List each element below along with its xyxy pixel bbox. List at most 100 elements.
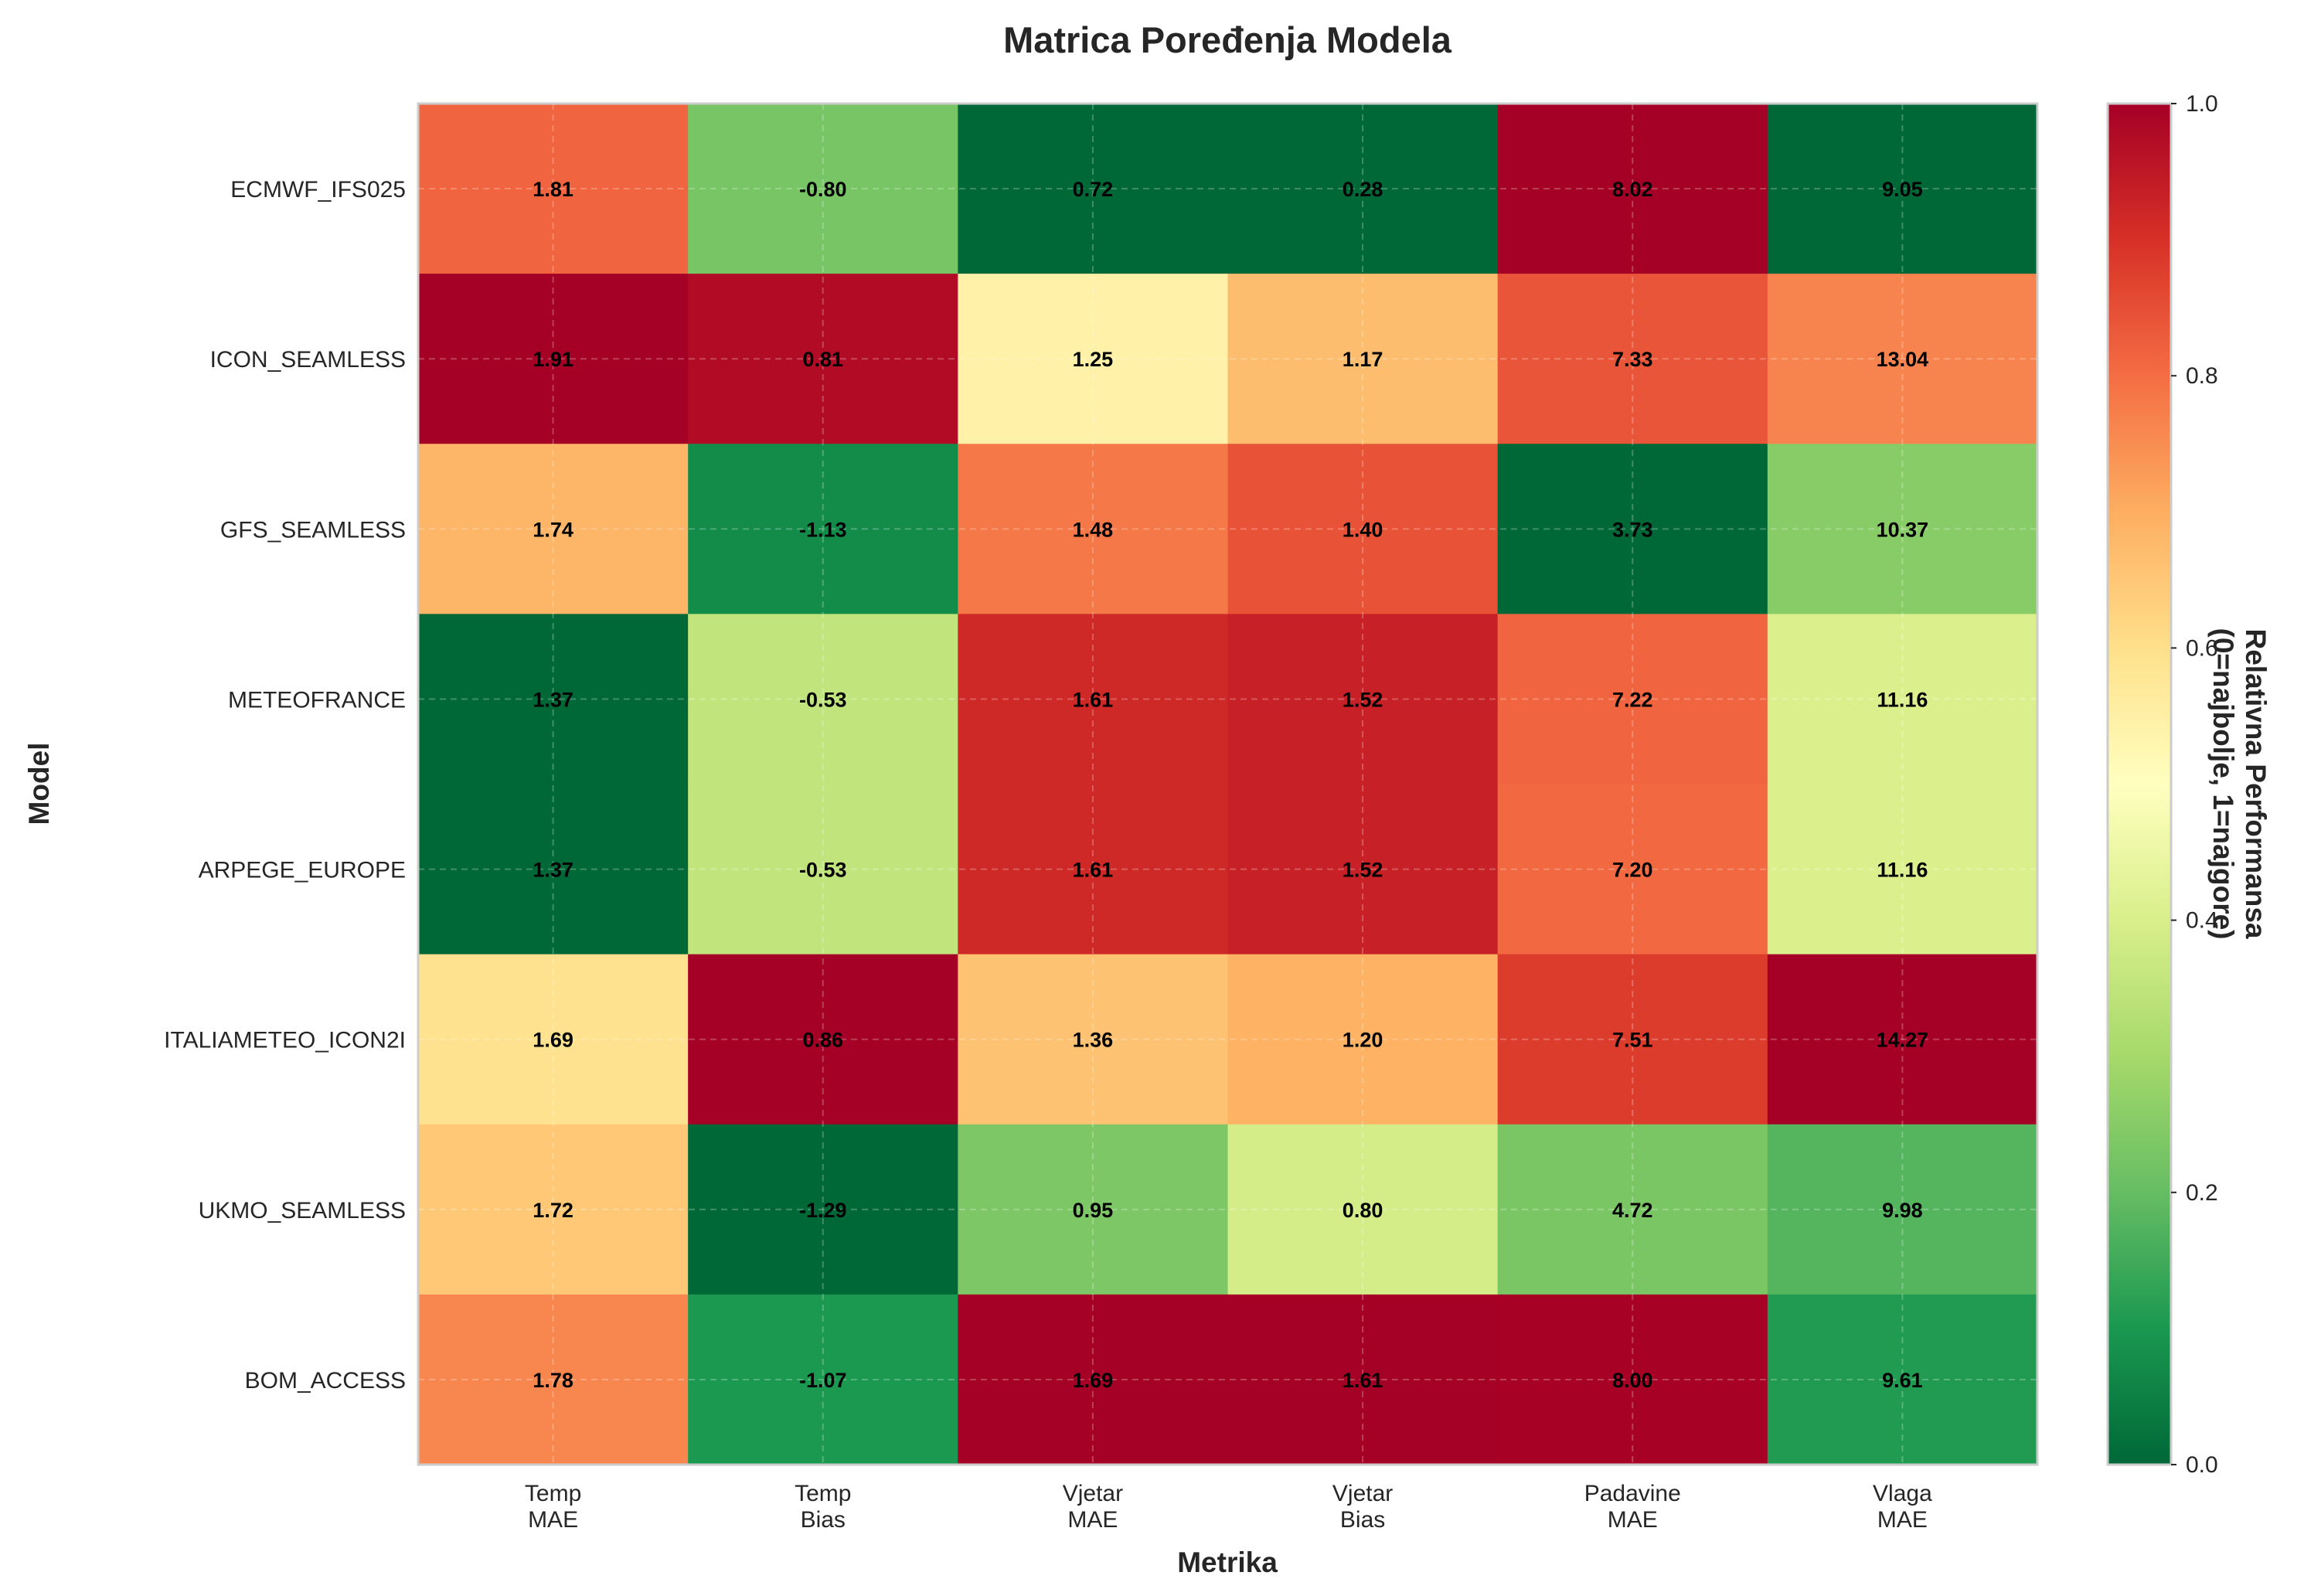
cell-value-label: 1.52 — [1343, 688, 1383, 711]
x-tick-label-line: MAE — [1067, 1507, 1118, 1533]
cell-value-label: 1.37 — [533, 688, 573, 711]
y-axis-label: Model — [23, 743, 55, 825]
heatmap-cells — [418, 104, 2038, 1465]
heatmap-cell — [1767, 954, 2038, 1125]
cell-value-label: 1.91 — [533, 348, 573, 371]
cell-value-label: 14.27 — [1877, 1029, 1929, 1052]
heatmap-cell — [958, 614, 1228, 784]
colorbar — [2106, 102, 2173, 1466]
heatmap-cell — [1227, 274, 1499, 444]
cell-value-label: 1.17 — [1343, 348, 1383, 371]
heatmap-cell — [688, 274, 958, 444]
x-tick-label-line: Vlaga — [1873, 1481, 1932, 1506]
y-tick-label: ITALIAMETEO_ICON2I — [164, 1028, 406, 1053]
cell-value-label: 3.73 — [1612, 518, 1653, 541]
cell-value-label: -0.80 — [799, 178, 847, 201]
heatmap-cell — [1767, 1294, 2038, 1465]
cell-value-label: 1.25 — [1073, 348, 1114, 371]
heatmap-cell — [1227, 614, 1499, 784]
x-tick-label-line: Vjetar — [1063, 1481, 1123, 1506]
y-tick-label: ARPEGE_EUROPE — [199, 858, 406, 883]
colorbar-tick-label: 0.4 — [2186, 908, 2218, 934]
colorbar-tick-label: 0.0 — [2186, 1452, 2218, 1478]
heatmap-cell — [1497, 444, 1768, 614]
cell-value-label: 1.72 — [533, 1199, 573, 1222]
colorbar-label-line: (0=najbolje, 1=najgore) — [2207, 628, 2239, 939]
heatmap-cell — [958, 1124, 1228, 1295]
heatmap-cell — [1497, 274, 1768, 444]
x-tick-label: Temp MAE — [525, 1481, 581, 1533]
cell-value-label: 0.86 — [802, 1029, 843, 1052]
heatmap-cell — [418, 784, 689, 955]
colorbar-tick-label: 0.8 — [2186, 363, 2218, 389]
colorbar-label-text: Relativna Performansa(0=najbolje, 1=najg… — [2207, 628, 2272, 939]
cell-value-label: 7.22 — [1612, 688, 1653, 711]
cell-value-label: 9.61 — [1882, 1369, 1923, 1392]
heatmap-cell — [958, 104, 1228, 274]
x-tick-label-line: Temp — [525, 1481, 581, 1506]
heatmap-cell — [1227, 104, 1499, 274]
heatmap-cell — [1767, 784, 2038, 955]
colorbar-label-line: Relativna Performansa — [2240, 628, 2272, 938]
x-tick-label-line: MAE — [1877, 1507, 1928, 1533]
colorbar-label: Relativna Performansa(0=najbolje, 1=najg… — [2207, 628, 2272, 939]
heatmap-cell — [1227, 444, 1499, 614]
heatmap-cell — [418, 1124, 689, 1295]
x-tick-label-line: Temp — [795, 1481, 851, 1506]
cell-value-label: 11.16 — [1877, 859, 1928, 882]
cell-value-label: 0.81 — [802, 348, 843, 371]
cell-value-label: 1.40 — [1343, 518, 1383, 541]
y-tick-label: ECMWF_IFS025 — [230, 177, 406, 202]
x-tick-label: Vjetar MAE — [1063, 1481, 1123, 1533]
heatmap-cell — [1227, 1294, 1499, 1465]
heatmap-cell — [1497, 784, 1768, 955]
cell-value-label: -1.07 — [799, 1369, 847, 1392]
x-tick-label-line: Bias — [1340, 1507, 1385, 1533]
cell-value-label: 1.52 — [1343, 859, 1383, 882]
heatmap-cell — [958, 1294, 1228, 1465]
cell-value-label: 1.61 — [1343, 1369, 1383, 1392]
cell-value-label: 13.04 — [1877, 348, 1929, 371]
colorbar-ticks: 0.0 0.2 0.4 0.6 0.8 1.0 — [2171, 91, 2218, 1478]
plot-frame — [417, 102, 2039, 1466]
heatmap-cell — [1497, 1124, 1768, 1295]
cell-value-label: 1.61 — [1073, 859, 1114, 882]
heatmap-cell — [688, 1124, 958, 1295]
heatmap-cell — [958, 274, 1228, 444]
y-tick-label: METEOFRANCE — [228, 687, 406, 713]
heatmap-cell — [418, 954, 689, 1125]
colorbar-tick-label: 0.6 — [2186, 635, 2218, 661]
cell-value-label: -0.53 — [799, 859, 847, 882]
cell-value-label: 0.95 — [1073, 1199, 1114, 1222]
heatmap-cell — [688, 104, 958, 274]
heatmap-cell — [1227, 784, 1499, 955]
x-tick-label: Padavine MAE — [1584, 1481, 1681, 1533]
cell-value-label: 11.16 — [1877, 688, 1928, 711]
heatmap-cell — [1767, 444, 2038, 614]
heatmap-cell — [958, 954, 1228, 1125]
heatmap-cell — [688, 954, 958, 1125]
heatmap-cell — [418, 1294, 689, 1465]
cell-value-label: 1.61 — [1073, 688, 1114, 711]
cell-value-label: 9.05 — [1882, 178, 1923, 201]
cell-value-label: 10.37 — [1877, 518, 1929, 541]
cell-value-label: 1.48 — [1073, 518, 1114, 541]
cell-value-label: 0.80 — [1343, 1199, 1383, 1222]
cell-labels: 1.81 1.91 1.74 1.37 1.37 1.69 1.72 1.78 -0.80 0.8… — [533, 178, 1928, 1392]
cell-value-label: 8.00 — [1612, 1369, 1653, 1392]
heatmap-cell — [418, 274, 689, 444]
cell-value-label: -0.53 — [799, 688, 847, 711]
x-tick-label-line: MAE — [528, 1507, 578, 1533]
cell-value-label: 1.20 — [1343, 1029, 1383, 1052]
cell-value-label: -1.29 — [799, 1199, 847, 1222]
cell-value-label: 0.28 — [1343, 178, 1383, 201]
x-axis-label: Metrika — [1177, 1547, 1278, 1578]
x-tick-label: Temp Bias — [795, 1481, 851, 1533]
cell-value-label: 1.37 — [533, 859, 573, 882]
x-tick-label-line: Vjetar — [1332, 1481, 1393, 1506]
heatmap-cell — [1767, 104, 2038, 274]
colorbar-tick-label: 1.0 — [2186, 91, 2218, 117]
heatmap-cell — [958, 784, 1228, 955]
heatmap-cell — [1497, 104, 1768, 274]
